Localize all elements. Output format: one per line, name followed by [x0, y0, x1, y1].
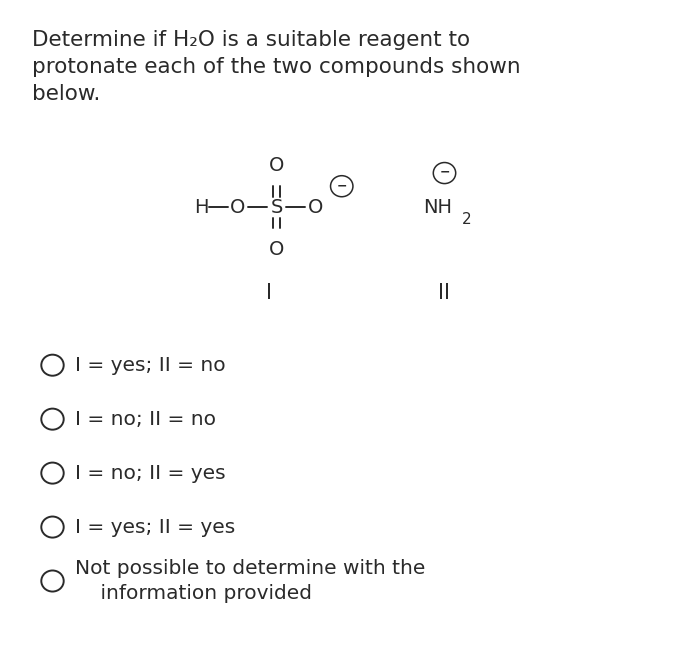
Text: −: −: [440, 166, 449, 179]
Text: NH: NH: [423, 198, 452, 216]
Text: I = no; II = yes: I = no; II = yes: [75, 464, 225, 482]
Text: I = yes; II = no: I = yes; II = no: [75, 356, 225, 374]
Text: Not possible to determine with the
    information provided: Not possible to determine with the infor…: [75, 559, 426, 603]
Text: I: I: [267, 283, 272, 303]
Text: 2: 2: [462, 212, 472, 226]
Text: O: O: [230, 198, 246, 216]
Text: II: II: [438, 283, 451, 303]
Text: I = no; II = no: I = no; II = no: [75, 410, 216, 428]
Text: −: −: [337, 179, 347, 192]
Text: O: O: [269, 156, 284, 174]
Text: O: O: [307, 198, 323, 216]
Text: H: H: [194, 198, 208, 216]
Text: I = yes; II = yes: I = yes; II = yes: [75, 518, 235, 536]
Text: Determine if H₂O is a suitable reagent to
protonate each of the two compounds sh: Determine if H₂O is a suitable reagent t…: [32, 30, 520, 104]
Text: O: O: [269, 240, 284, 259]
Text: S: S: [270, 198, 283, 216]
